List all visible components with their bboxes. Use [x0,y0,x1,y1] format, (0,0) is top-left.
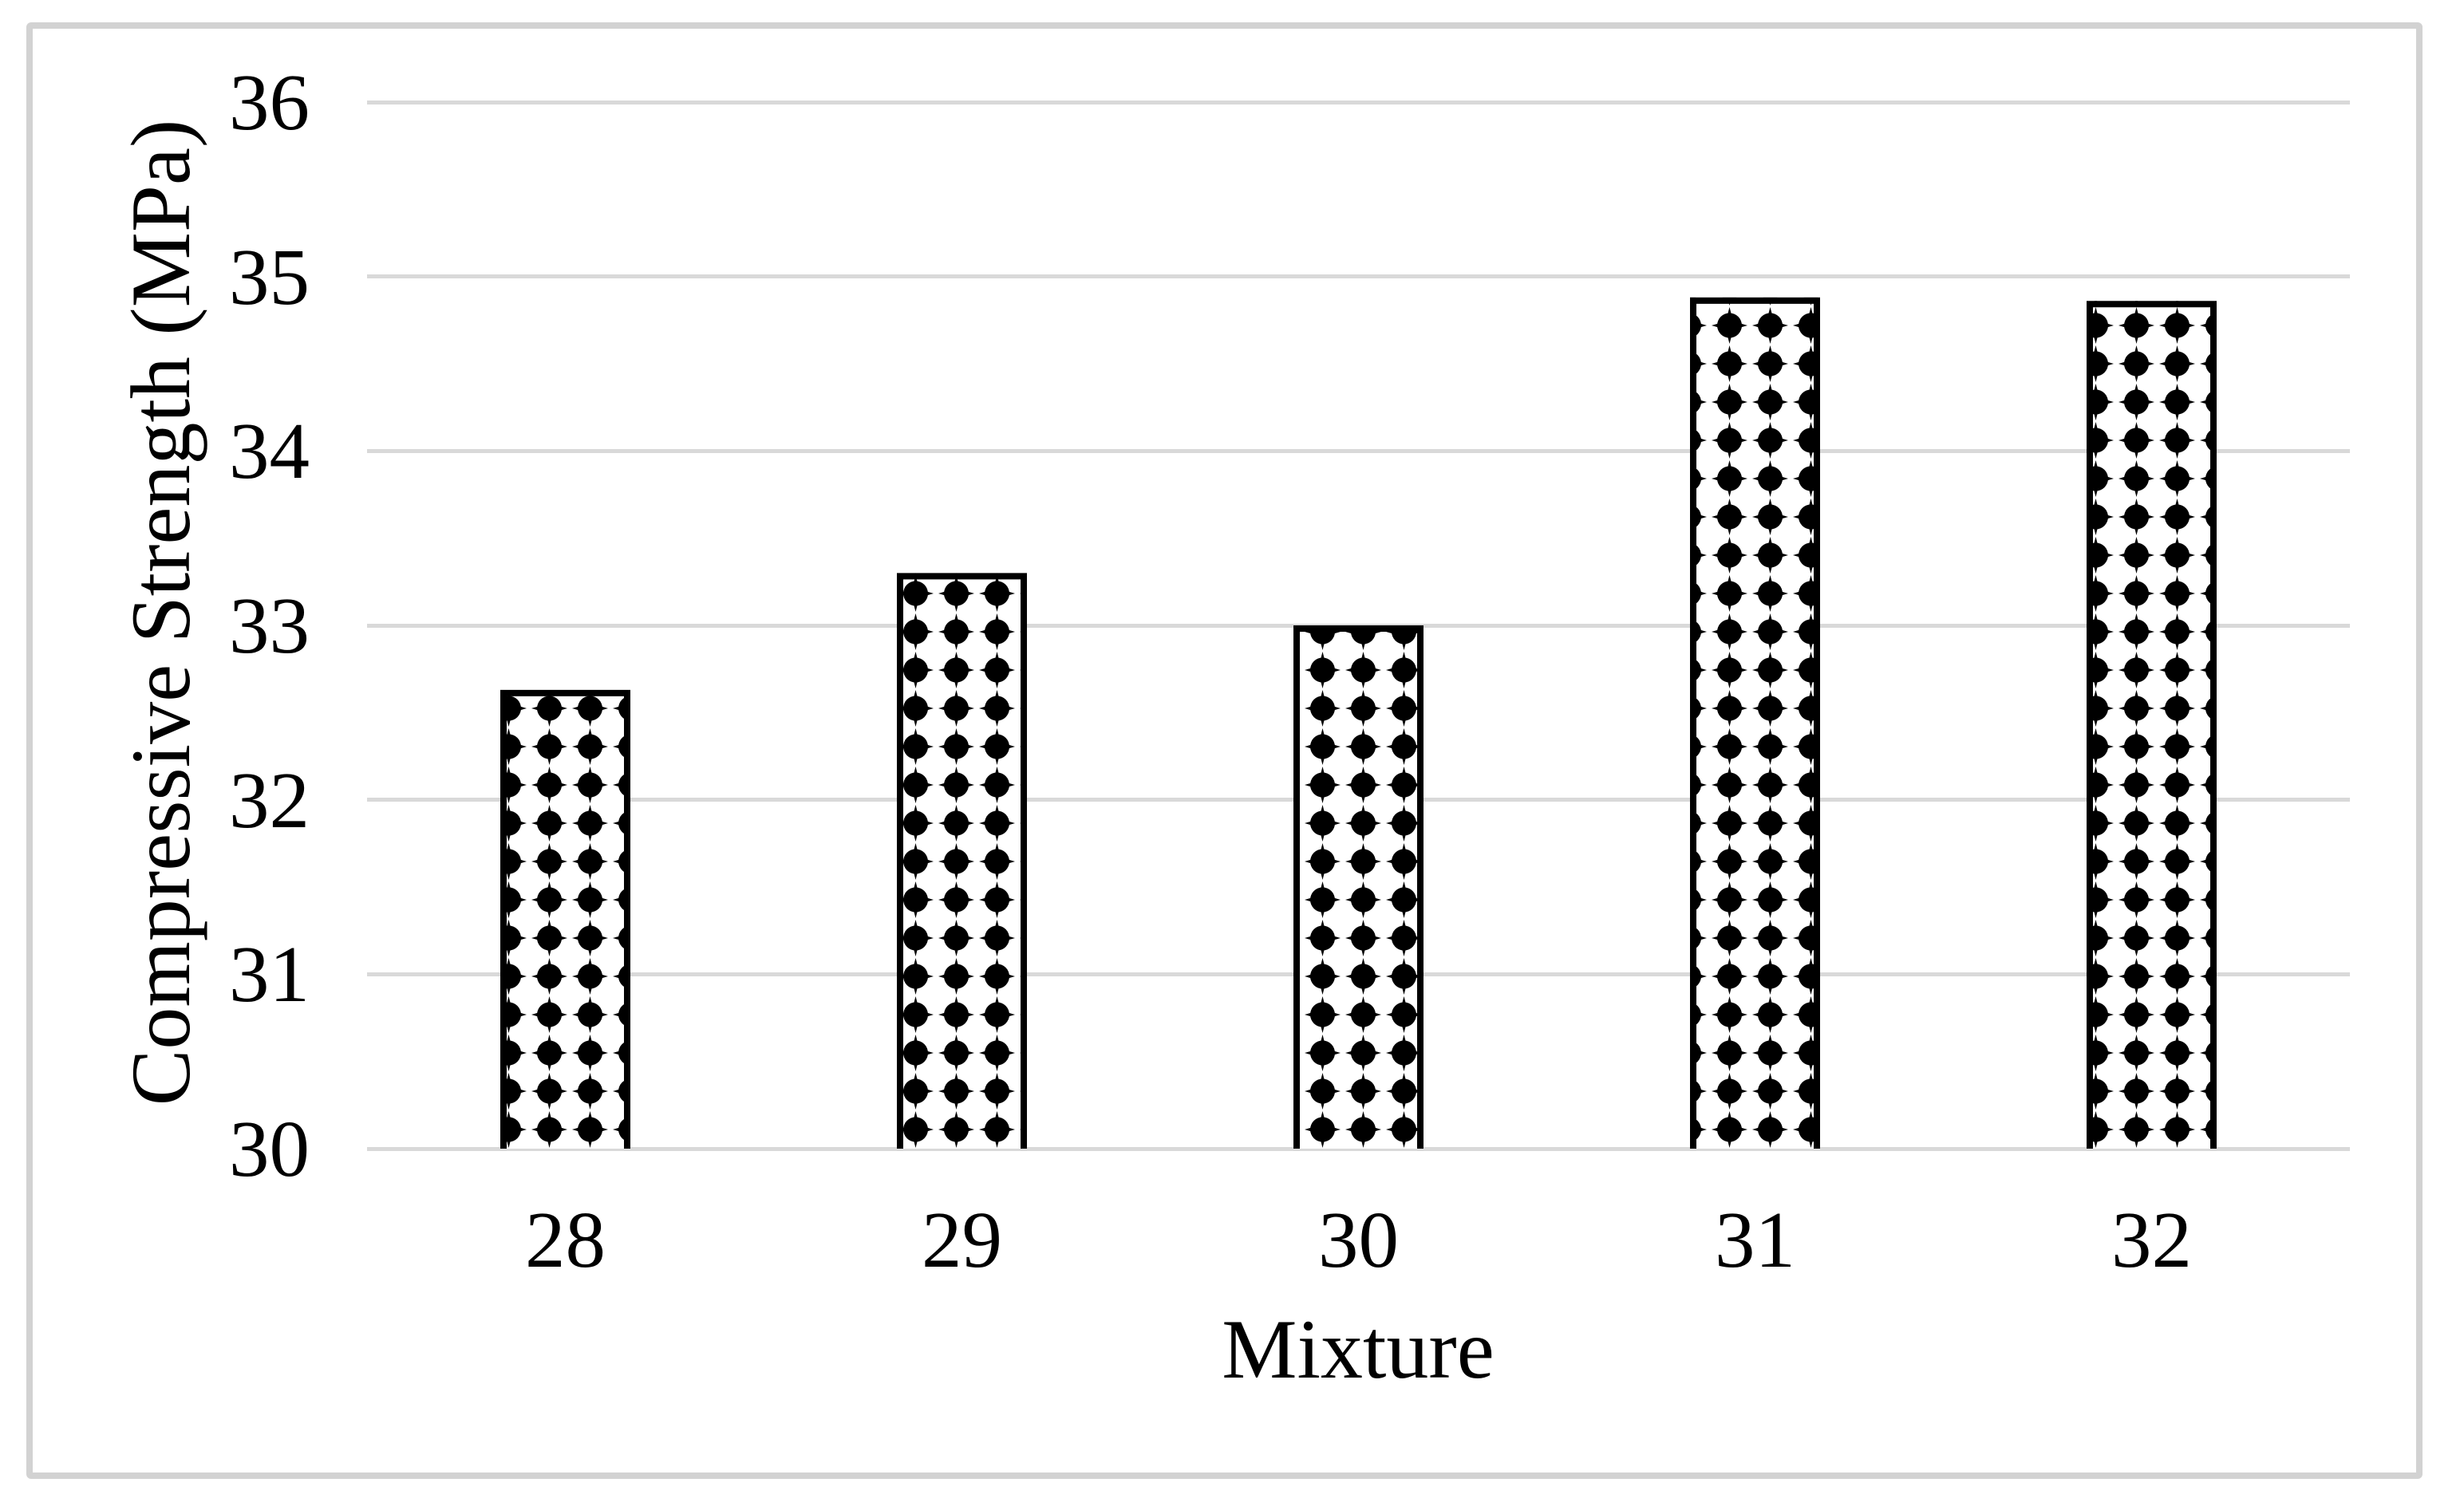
bars-group [500,297,2217,1149]
y-axis-title: Compressive Strength (MPa) [114,119,207,1106]
bar-30 [1293,625,1424,1149]
y-tick-label-30: 30 [229,1104,310,1193]
x-tick-label-30: 30 [1318,1195,1399,1284]
bar-28 [500,689,630,1149]
y-tick-label-35: 35 [229,231,310,321]
gridline-35 [367,274,2350,279]
y-tick-label-33: 33 [229,581,310,670]
chart-frame [26,22,2423,1479]
y-tick-label-32: 32 [229,755,310,845]
x-tick-label-31: 31 [1715,1195,1795,1284]
x-axis-title: Mixture [1222,1303,1495,1396]
y-tick-label-31: 31 [229,929,310,1019]
x-tick-label-29: 29 [922,1195,1002,1284]
bar-29 [897,573,1027,1149]
y-tick-label-34: 34 [229,406,310,496]
bar-32 [2087,301,2217,1149]
bar-31 [1690,297,1820,1149]
gridline-34 [367,448,2350,453]
x-tick-label-28: 28 [525,1195,606,1284]
y-tick-label-36: 36 [229,57,310,147]
gridline-36 [367,100,2350,104]
x-tick-label-32: 32 [2111,1195,2192,1284]
